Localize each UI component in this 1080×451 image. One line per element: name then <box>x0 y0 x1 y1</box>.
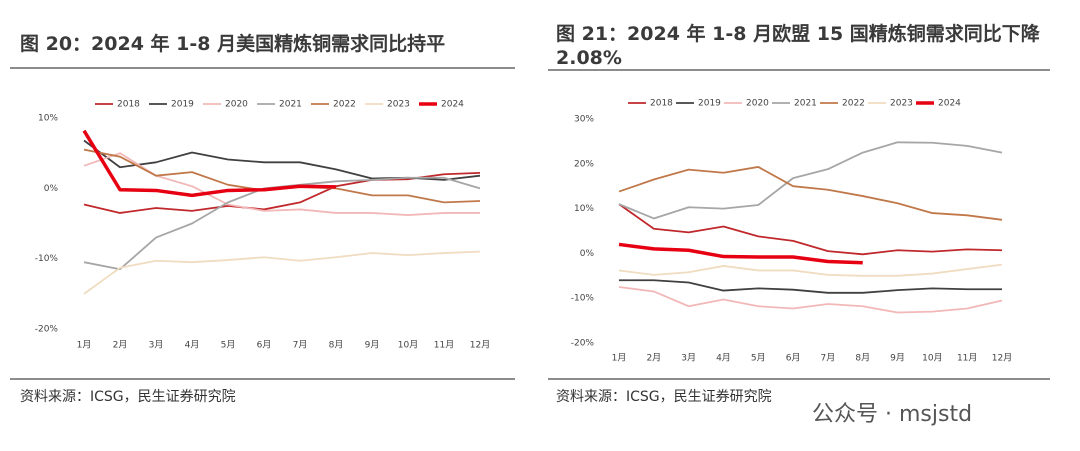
legend-label: 2019 <box>171 100 194 110</box>
x-tick-label: 7月 <box>821 353 836 364</box>
x-tick-label: 1月 <box>612 353 627 364</box>
series-line <box>619 279 1002 294</box>
x-tick-label: 11月 <box>957 353 977 364</box>
x-tick-label: 7月 <box>293 340 308 351</box>
legend-label: 2024 <box>938 99 961 109</box>
series-line <box>83 250 481 295</box>
legend-label: 2018 <box>650 99 673 109</box>
x-tick-label: 8月 <box>329 340 344 351</box>
legend-label: 2023 <box>890 99 913 109</box>
x-tick-label: 9月 <box>365 340 380 351</box>
y-tick-label: 10% <box>574 204 594 214</box>
legend-label: 2024 <box>441 100 464 110</box>
x-tick-label: 12月 <box>992 353 1012 364</box>
y-tick-label: -10% <box>35 254 59 264</box>
y-tick-label: 30% <box>574 115 594 125</box>
x-tick-label: 4月 <box>716 353 731 364</box>
x-tick-label: 6月 <box>257 340 272 351</box>
x-tick-label: 3月 <box>149 340 164 351</box>
legend-label: 2020 <box>746 99 769 109</box>
series-line <box>618 263 1003 277</box>
y-tick-label: 10% <box>38 114 58 124</box>
y-tick-label: -20% <box>35 325 59 335</box>
y-tick-label: 20% <box>574 159 594 169</box>
series-line <box>83 139 481 181</box>
series-line <box>618 242 863 265</box>
series-line <box>82 129 337 198</box>
x-tick-label: 2月 <box>113 340 128 351</box>
legend-label: 2020 <box>225 100 248 110</box>
x-tick-label: 10月 <box>922 353 942 364</box>
legend-label: 2021 <box>279 100 302 110</box>
x-tick-label: 5月 <box>751 353 766 364</box>
x-tick-label: 9月 <box>890 353 905 364</box>
legend-label: 2022 <box>333 100 356 110</box>
y-tick-label: 0% <box>580 249 595 259</box>
legend-label: 2019 <box>698 99 721 109</box>
chart-title: 图 21：2024 年 1-8 月欧盟 15 国精炼铜需求同比下降 2.08% <box>556 23 1040 69</box>
title-rule <box>10 67 515 69</box>
x-tick-label: 1月 <box>77 340 92 351</box>
x-tick-label: 3月 <box>681 353 696 364</box>
y-tick-label: 0% <box>44 184 59 194</box>
x-tick-label: 4月 <box>185 340 200 351</box>
source: 资料来源：ICSG，民生证券研究院 <box>10 378 515 406</box>
source: 资料来源：ICSG，民生证券研究院 <box>548 378 1050 406</box>
x-tick-label: 5月 <box>221 340 236 351</box>
legend-label: 2018 <box>117 100 140 110</box>
watermark: 公众号 · msjstd <box>812 402 973 427</box>
x-tick-label: 10月 <box>398 340 418 351</box>
y-tick-label: -20% <box>571 339 595 349</box>
legend-label: 2021 <box>794 99 817 109</box>
y-tick-label: -10% <box>571 294 595 304</box>
series-line <box>618 166 1003 221</box>
series-line <box>618 203 1003 256</box>
series-line <box>83 148 481 204</box>
x-tick-label: 6月 <box>786 353 801 364</box>
x-tick-label: 11月 <box>434 340 454 351</box>
legend-label: 2023 <box>387 100 410 110</box>
x-tick-label: 2月 <box>646 353 661 364</box>
x-tick-label: 12月 <box>470 340 490 351</box>
legend-label: 2022 <box>842 99 865 109</box>
title-rule <box>548 69 1050 71</box>
series-line <box>618 286 1003 314</box>
x-tick-label: 8月 <box>855 353 870 364</box>
series-line <box>618 141 1003 220</box>
chart-title: 图 20：2024 年 1-8 月美国精炼铜需求同比持平 <box>20 33 446 55</box>
